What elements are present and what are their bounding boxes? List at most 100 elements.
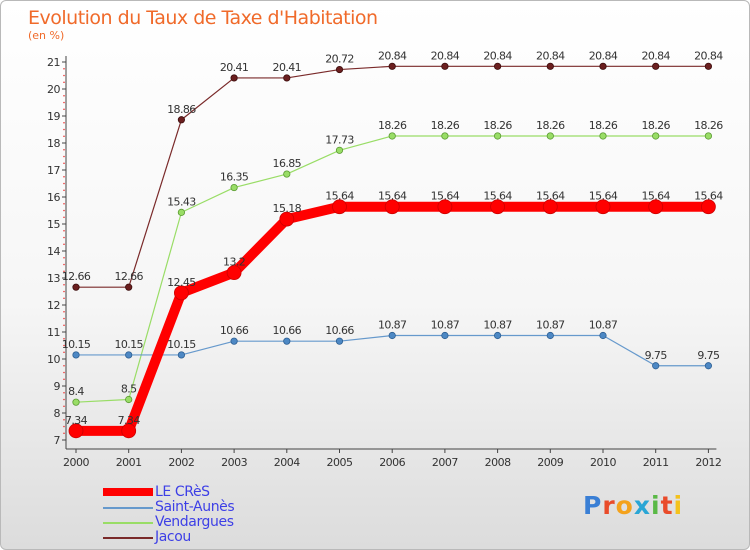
y-tick-label-15: 15 [47,218,60,231]
data-label-vendargues: 15.43 [167,195,196,208]
y-minor-dot [63,317,65,320]
data-point-jacou [177,116,185,124]
data-label-le-cr-s: 15.18 [273,202,302,215]
y-minor-dot [63,324,65,327]
data-label-le-cr-s: 15.64 [483,190,512,203]
data-label-saint-aun-s: 10.66 [220,324,249,337]
y-minor-dot [63,398,65,401]
data-point-le-cr-s [437,199,453,215]
data-point-saint-aun-s [177,351,185,359]
data-point-le-cr-s [226,265,242,281]
proxiti-logo: Proxiti [583,491,683,520]
data-point-saint-aun-s [441,331,449,340]
data-point-le-cr-s [332,199,347,215]
data-label-saint-aun-s: 10.15 [114,338,143,351]
data-point-saint-aun-s [388,331,396,340]
x-tick-label-2008: 2008 [485,456,511,469]
y-minor-dot [63,243,65,246]
data-label-vendargues: 18.26 [378,119,407,132]
logo-letter: r [602,491,616,520]
y-minor-dot [63,371,65,374]
y-minor-dot [63,155,65,158]
legend-swatch-jacou [103,537,153,539]
data-point-jacou [704,62,713,70]
chart-title: Evolution du Taux de Taxe d'Habitation [28,7,378,29]
data-point-vendargues [388,132,396,140]
data-label-le-cr-s: 15.64 [431,190,460,203]
data-label-jacou: 20.41 [273,61,302,74]
x-tick-label-2003: 2003 [221,456,247,469]
data-label-vendargues: 18.26 [641,119,670,132]
data-point-vendargues [230,183,238,192]
data-label-saint-aun-s: 9.75 [697,349,720,362]
data-point-le-cr-s [384,199,400,215]
data-point-jacou [493,62,502,70]
data-point-vendargues [125,395,133,404]
data-label-saint-aun-s: 10.87 [431,319,460,332]
data-point-saint-aun-s [493,331,502,340]
data-label-vendargues: 18.26 [483,119,512,132]
data-label-jacou: 20.72 [325,53,354,66]
data-point-saint-aun-s [599,331,607,340]
data-label-le-cr-s: 7.34 [118,414,141,427]
data-point-le-cr-s [490,199,506,215]
data-label-vendargues: 18.26 [536,119,565,132]
data-label-jacou: 20.84 [536,49,565,62]
y-minor-dot [63,418,65,421]
y-minor-dot [63,391,65,394]
y-minor-dot [63,162,65,165]
logo-letter: P [583,491,603,520]
x-tick-label-2000: 2000 [63,456,89,469]
y-tick-label-16: 16 [47,191,60,204]
y-minor-dot [63,432,65,435]
y-minor-dot [63,94,65,97]
data-label-le-cr-s: 15.64 [325,190,354,203]
data-point-jacou [546,62,554,70]
x-tick-label-2011: 2011 [643,456,669,469]
data-point-jacou [599,62,607,70]
y-minor-dot [63,202,65,205]
data-label-le-cr-s: 13.2 [223,256,245,269]
legend-swatch-saint-aunes [103,507,153,509]
y-minor-dot [63,67,65,70]
data-point-vendargues [652,132,660,140]
y-minor-dot [63,256,65,259]
y-minor-dot [63,175,65,178]
y-minor-dot [63,236,65,239]
x-tick-label-2012: 2012 [695,456,721,469]
legend-label-le-cres: LE CRèS [155,484,210,500]
logo-letter: i [673,491,684,520]
y-minor-dot [63,81,65,84]
y-minor-dot [63,101,65,104]
x-tick-label-2007: 2007 [432,456,458,469]
data-point-vendargues [72,398,80,406]
data-point-saint-aun-s [230,337,238,345]
y-tick-label-18: 18 [47,137,60,150]
data-label-saint-aun-s: 10.15 [167,338,196,351]
y-minor-dot [63,182,65,185]
data-point-le-cr-s [701,199,716,215]
y-minor-dot [63,425,65,428]
data-point-le-cr-s [648,199,664,215]
data-point-vendargues [704,132,713,140]
data-point-saint-aun-s [125,351,133,359]
data-point-vendargues [335,146,344,154]
data-point-saint-aun-s [652,362,660,370]
data-label-vendargues: 8.5 [121,383,137,396]
data-label-saint-aun-s: 10.87 [536,319,565,332]
y-minor-dot [63,270,65,273]
y-minor-dot [63,290,65,293]
data-label-saint-aun-s: 10.15 [62,338,91,351]
data-point-jacou [283,74,291,82]
legend-swatch-le-cres [103,488,153,496]
data-label-vendargues: 17.73 [325,133,354,146]
data-point-jacou [230,74,238,82]
data-point-le-cr-s [279,211,295,227]
data-point-saint-aun-s [704,362,713,370]
y-minor-dot [63,209,65,212]
data-label-saint-aun-s: 10.66 [325,324,354,337]
data-point-vendargues [177,208,185,216]
data-label-le-cr-s: 7.34 [65,414,88,427]
x-tick-label-2006: 2006 [379,456,405,469]
